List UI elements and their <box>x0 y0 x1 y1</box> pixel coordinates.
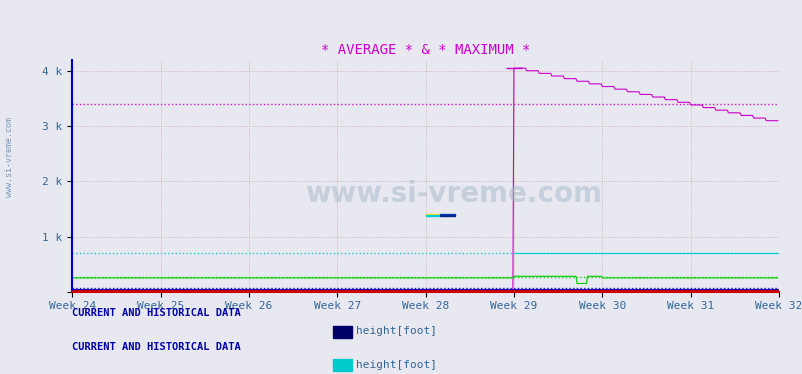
Bar <box>439 214 455 215</box>
Text: CURRENT AND HISTORICAL DATA: CURRENT AND HISTORICAL DATA <box>72 308 241 318</box>
Title: * AVERAGE * & * MAXIMUM *: * AVERAGE * & * MAXIMUM * <box>321 43 529 57</box>
Bar <box>425 214 439 215</box>
Text: height[foot]: height[foot] <box>355 326 436 336</box>
Text: height[foot]: height[foot] <box>355 360 436 370</box>
Text: www.si-vreme.com: www.si-vreme.com <box>305 180 602 208</box>
Text: CURRENT AND HISTORICAL DATA: CURRENT AND HISTORICAL DATA <box>72 342 241 352</box>
Text: www.si-vreme.com: www.si-vreme.com <box>5 117 14 197</box>
